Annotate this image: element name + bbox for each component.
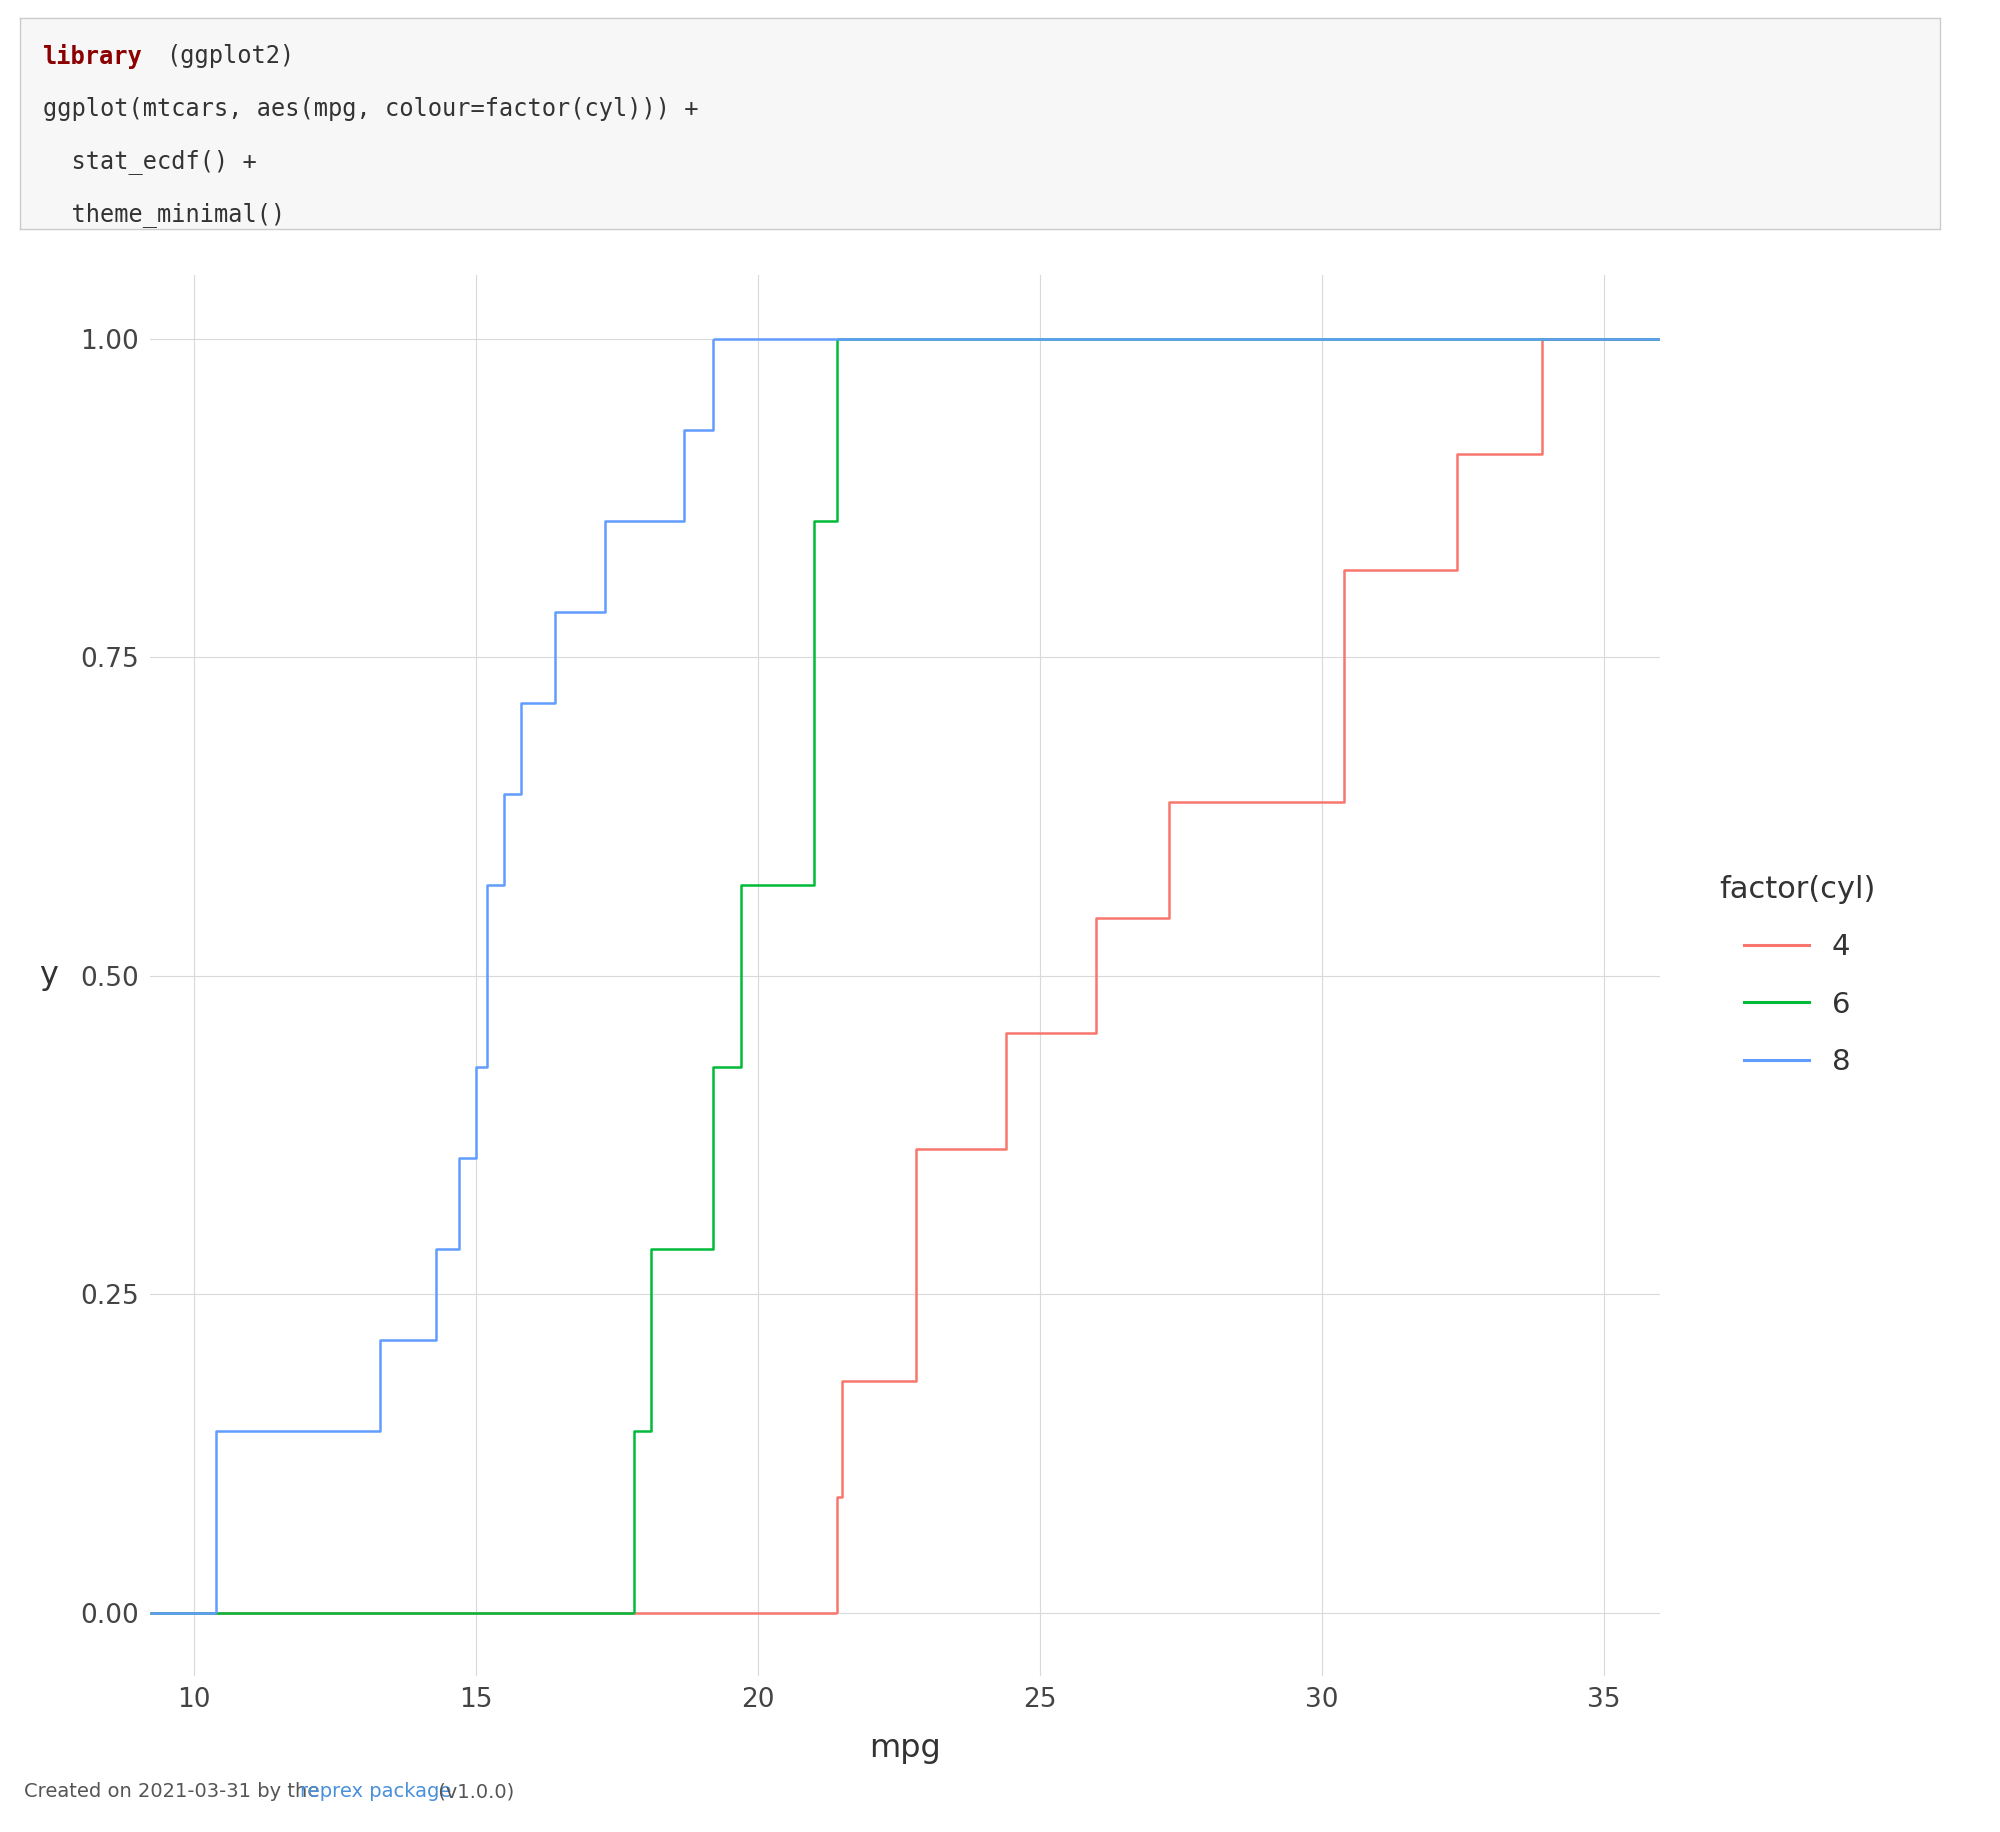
Legend: 4, 6, 8: 4, 6, 8 <box>1704 861 1890 1090</box>
Y-axis label: y: y <box>38 960 58 991</box>
Text: (v1.0.0): (v1.0.0) <box>432 1783 514 1801</box>
Text: ggplot(mtcars, aes(mpg, colour=factor(cyl))) +: ggplot(mtcars, aes(mpg, colour=factor(cy… <box>44 97 698 121</box>
Text: (ggplot2): (ggplot2) <box>166 44 294 68</box>
Text: library: library <box>44 44 142 70</box>
Text: theme_minimal(): theme_minimal() <box>44 202 286 227</box>
Text: Created on 2021-03-31 by the: Created on 2021-03-31 by the <box>24 1783 326 1801</box>
X-axis label: mpg: mpg <box>870 1733 940 1764</box>
Text: reprex package: reprex package <box>300 1783 450 1801</box>
Text: stat_ecdf() +: stat_ecdf() + <box>44 148 256 174</box>
